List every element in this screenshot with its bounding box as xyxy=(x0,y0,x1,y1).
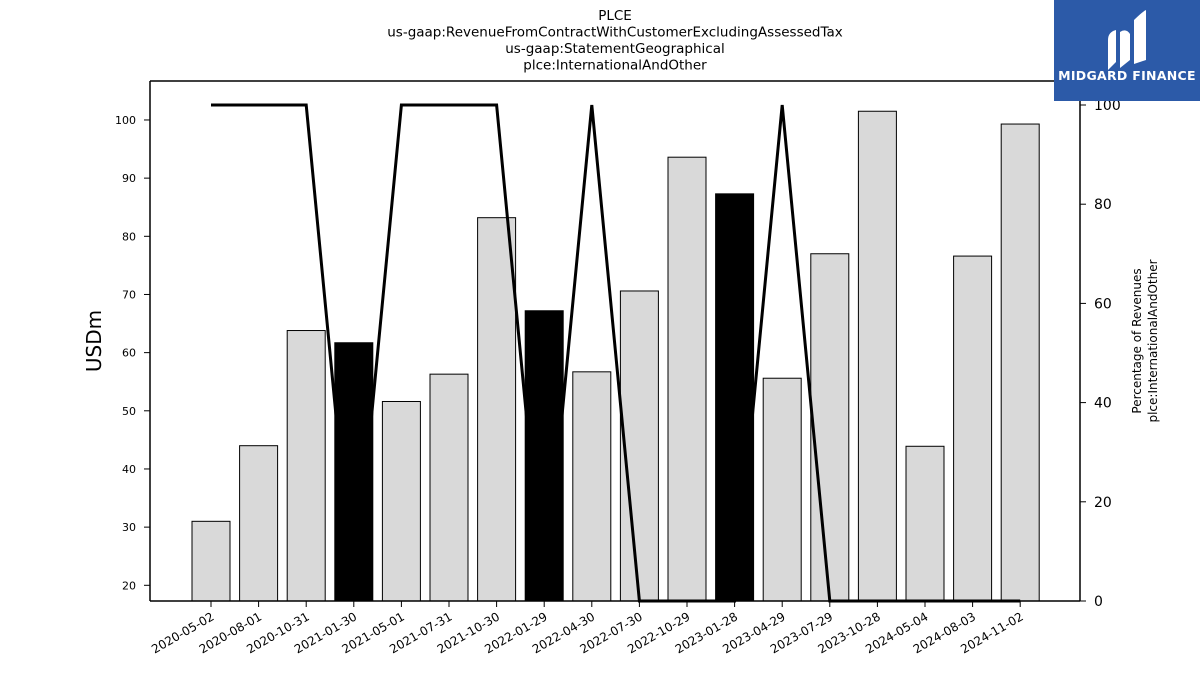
y2-tick-label: 60 xyxy=(1094,296,1112,312)
x-axis-ticks: 2020-05-022020-08-012020-10-312021-01-30… xyxy=(149,601,1026,656)
y-tick-label: 60 xyxy=(122,347,136,360)
chart-title-line: us-gaap:StatementGeographical xyxy=(505,41,724,57)
bar xyxy=(905,445,945,602)
bar xyxy=(667,156,707,602)
chart-title-line: plce:InternationalAndOther xyxy=(523,58,707,74)
y2-tick-label: 40 xyxy=(1094,396,1112,412)
y-tick-label: 90 xyxy=(122,172,136,185)
bar xyxy=(857,110,897,602)
y2-axis-label-line: plce:InternationalAndOther xyxy=(1146,259,1160,422)
bar xyxy=(477,217,517,602)
percentage-line xyxy=(211,103,1021,603)
bar xyxy=(191,520,231,602)
y2-tick-label: 20 xyxy=(1094,495,1112,511)
line-series xyxy=(211,103,1021,603)
y-tick-label: 40 xyxy=(122,463,136,476)
bar xyxy=(239,445,279,602)
left-axis-ticks: 20 30 40 50 60 70 80 90 100 xyxy=(115,114,150,592)
bar xyxy=(953,255,993,602)
y-tick-label: 100 xyxy=(115,114,136,127)
bar xyxy=(619,290,659,602)
chart-title: PLCEus-gaap:RevenueFromContractWithCusto… xyxy=(387,8,843,74)
bar xyxy=(572,371,612,602)
bar xyxy=(762,377,802,602)
bar-series xyxy=(191,110,1040,602)
y-tick-label: 20 xyxy=(122,579,136,592)
y-tick-label: 30 xyxy=(122,521,136,534)
right-axis-ticks: 0 20 40 60 80 100 xyxy=(1080,98,1121,610)
chart-title-line: PLCE xyxy=(598,8,632,24)
bar xyxy=(715,193,755,602)
bar xyxy=(810,253,850,602)
logo-text: MIDGARD FINANCE xyxy=(1058,68,1196,83)
bar xyxy=(1000,123,1040,602)
midgard-finance-logo: MIDGARD FINANCE xyxy=(1054,0,1200,101)
y-tick-label: 80 xyxy=(122,230,136,243)
bar xyxy=(429,373,469,602)
y2-axis-label-line: Percentage of Revenues xyxy=(1130,268,1144,413)
y-axis-label: USDm xyxy=(82,310,106,372)
y2-tick-label: 0 xyxy=(1094,594,1103,610)
right-axis-label: Percentage of Revenues plce:International… xyxy=(1130,259,1160,422)
bar xyxy=(286,330,326,602)
logo-mark-icon xyxy=(1108,10,1146,70)
chart-title-line: us-gaap:RevenueFromContractWithCustomerE… xyxy=(387,25,843,41)
y-tick-label: 70 xyxy=(122,288,136,301)
y2-tick-label: 80 xyxy=(1094,197,1112,213)
y-tick-label: 50 xyxy=(122,405,136,418)
bar xyxy=(381,400,421,602)
y2-tick-label: 100 xyxy=(1094,98,1121,114)
